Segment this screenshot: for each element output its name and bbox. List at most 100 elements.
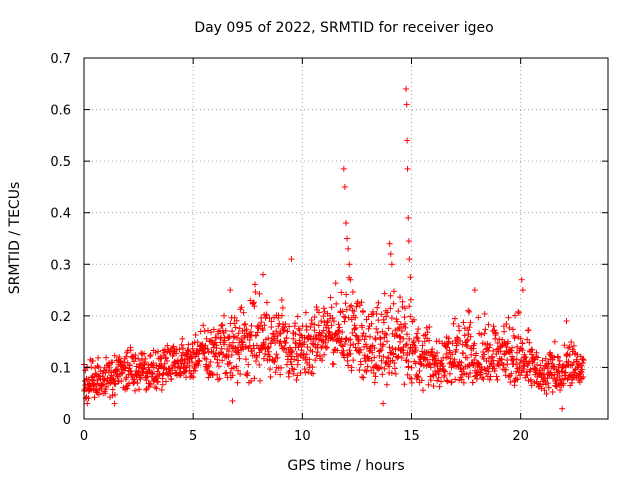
data-point [302,369,309,376]
data-point [147,381,154,388]
data-point [574,351,581,358]
data-point [363,368,370,375]
data-point [341,318,348,325]
data-point [250,300,257,307]
data-point [375,299,382,306]
data-point [511,335,518,342]
data-point [131,378,138,385]
data-point [301,334,308,341]
data-point [465,373,472,380]
data-point [578,369,585,376]
data-point [330,361,337,368]
data-point [242,356,249,363]
data-point [95,372,102,379]
data-point [407,274,414,281]
data-point [235,367,242,374]
data-point [345,337,352,344]
data-point [349,329,356,336]
data-point [490,362,497,369]
data-point [142,355,149,362]
data-point [230,339,237,346]
data-point [204,346,211,353]
data-point [404,165,411,172]
data-point [519,347,526,354]
data-point [579,366,586,373]
data-point [203,356,210,363]
data-point [408,364,415,371]
data-point [278,364,285,371]
data-point [147,353,154,360]
data-point [188,370,195,377]
data-point [143,369,150,376]
data-point [188,372,195,379]
data-point [383,331,390,338]
data-point [406,335,413,342]
data-point [445,335,452,342]
data-point [579,356,586,363]
data-point [460,379,467,386]
data-point [403,101,410,108]
data-point [309,364,316,371]
data-point [370,369,377,376]
data-point [467,370,474,377]
data-point [519,340,526,347]
data-point [464,336,471,343]
data-point [306,356,313,363]
data-point [281,327,288,334]
data-point [332,280,339,287]
data-point [282,321,289,328]
data-point [451,315,458,322]
data-point [110,376,117,383]
data-point [155,379,162,386]
data-point [266,353,273,360]
data-point [124,385,131,392]
data-point [147,351,154,358]
data-point [376,347,383,354]
data-point [556,357,563,364]
data-point [289,348,296,355]
data-point [580,373,587,380]
y-axis-label: SRMTID / TECUs [7,182,23,295]
data-point [405,238,412,245]
data-point [243,330,250,337]
data-point [141,350,148,357]
data-point [203,335,210,342]
data-point [364,363,371,370]
data-point [371,379,378,386]
data-point [115,356,122,363]
data-point [398,354,405,361]
data-point [386,363,393,370]
data-point [309,340,316,347]
data-point [277,371,284,378]
data-point [555,354,562,361]
data-point [268,324,275,331]
data-point [576,379,583,386]
data-point [238,304,245,311]
y-tick-label: 0 [63,413,71,428]
data-point [395,308,402,315]
data-point [384,309,391,316]
x-tick-label: 5 [189,429,197,444]
data-point [109,359,116,366]
data-point [345,245,352,252]
data-point [429,346,436,353]
data-point [301,366,308,373]
data-point [390,300,397,307]
data-point [372,373,379,380]
data-point [339,328,346,335]
data-point [362,341,369,348]
data-point [381,290,388,297]
data-point [475,360,482,367]
data-point [221,312,228,319]
data-point [285,373,292,380]
data-point [473,350,480,357]
data-point [522,354,529,361]
data-point [387,250,394,257]
data-point [161,349,168,356]
data-point [554,369,561,376]
data-point [425,381,432,388]
data-point [373,361,380,368]
data-point [351,308,358,315]
data-point [504,338,511,345]
data-point [267,366,274,373]
